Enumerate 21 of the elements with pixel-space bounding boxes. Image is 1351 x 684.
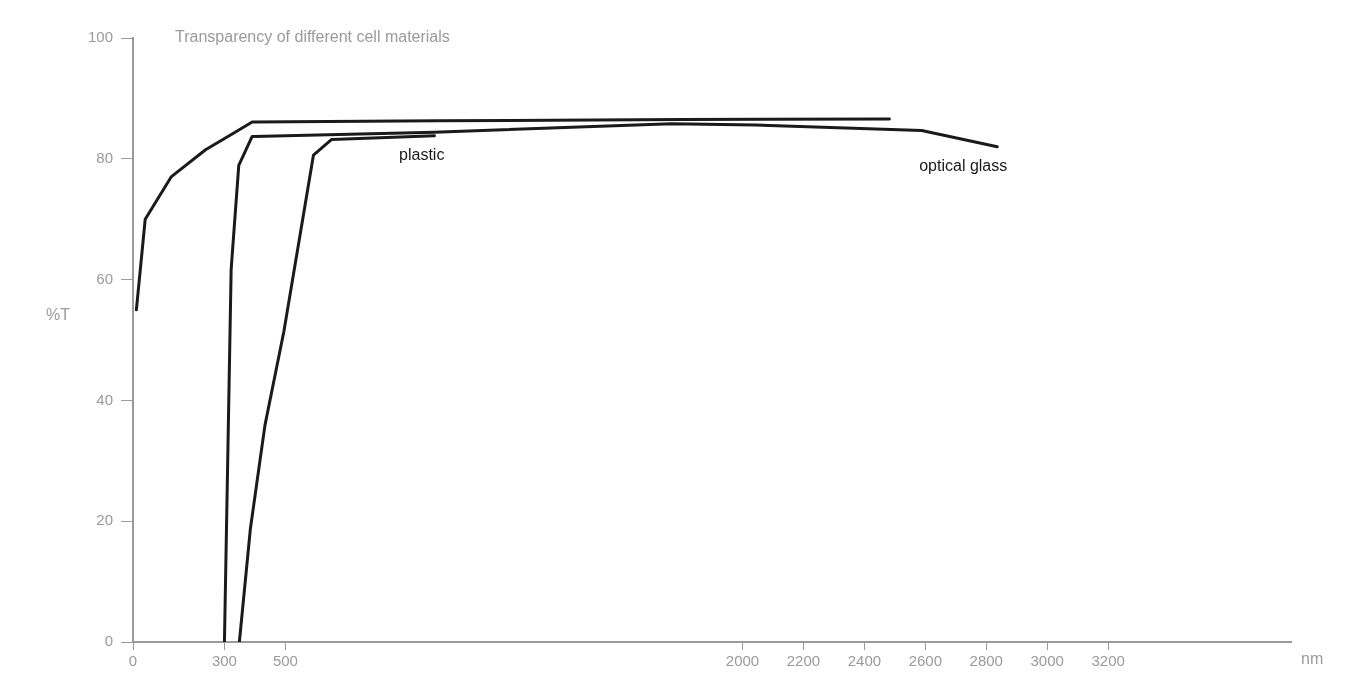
y-axis-title: %T — [46, 306, 71, 324]
y-tick-label: 0 — [104, 632, 114, 650]
x-axis-title: nm — [1301, 650, 1324, 668]
x-tick-label: 2800 — [969, 652, 1003, 670]
y-tick-label: 80 — [96, 148, 114, 166]
x-tick-label: 3200 — [1091, 652, 1125, 670]
y-tick-label: 40 — [96, 390, 114, 408]
y-tick-label: 100 — [88, 28, 114, 46]
x-tick-label: 3000 — [1030, 652, 1064, 670]
x-tick-label: 300 — [211, 652, 237, 670]
x-tick-label: 500 — [272, 652, 298, 670]
chart-title: Transparency of different cell materials — [175, 28, 450, 46]
y-tick-label: 60 — [96, 269, 114, 287]
x-tick-label: 2200 — [786, 652, 821, 670]
x-tick-label: 0 — [128, 652, 138, 670]
x-tick-label: 2000 — [725, 652, 760, 670]
series-label: optical glass — [919, 157, 1008, 175]
x-tick-label: 2600 — [908, 652, 943, 670]
x-tick-label: 2400 — [847, 652, 882, 670]
series-label: plastic — [399, 146, 445, 164]
y-tick-label: 20 — [96, 511, 114, 529]
